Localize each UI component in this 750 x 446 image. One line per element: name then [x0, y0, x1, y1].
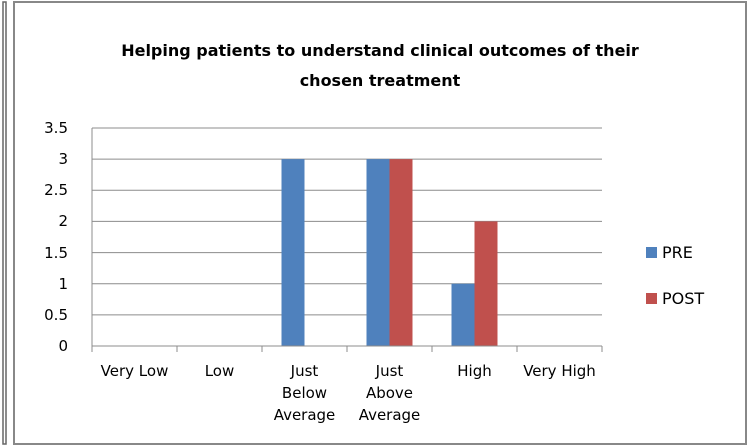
bar	[474, 221, 498, 346]
legend-swatch	[646, 247, 657, 258]
y-tick-label: 1.5	[44, 243, 68, 262]
bar	[366, 159, 390, 346]
legend-label: POST	[662, 289, 705, 308]
legend-label: PRE	[662, 243, 693, 262]
y-tick-label: 3.5	[44, 119, 68, 137]
y-tick-label: 1	[58, 274, 68, 293]
y-tick-label: 0.5	[44, 305, 68, 324]
x-tick-label: Just Above Average	[358, 362, 421, 424]
bar	[389, 159, 413, 346]
x-tick-label: Just Below Average	[273, 362, 336, 424]
x-tick-label: Low	[204, 362, 235, 380]
x-tick-label: Very Low	[100, 362, 169, 380]
left-edge	[2, 1, 7, 445]
y-tick-label: 3	[58, 150, 68, 169]
y-tick-label: 0	[58, 337, 68, 355]
y-tick-label: 2	[58, 212, 68, 231]
x-tick-label: Very High	[523, 362, 596, 380]
chart-title: Helping patients to understand clinical …	[121, 41, 639, 90]
chart-border	[13, 1, 747, 445]
y-tick-label: 2.5	[44, 181, 68, 200]
bar	[451, 283, 475, 346]
bar	[281, 159, 305, 346]
legend-swatch	[646, 293, 657, 304]
x-tick-label: High	[457, 362, 492, 380]
